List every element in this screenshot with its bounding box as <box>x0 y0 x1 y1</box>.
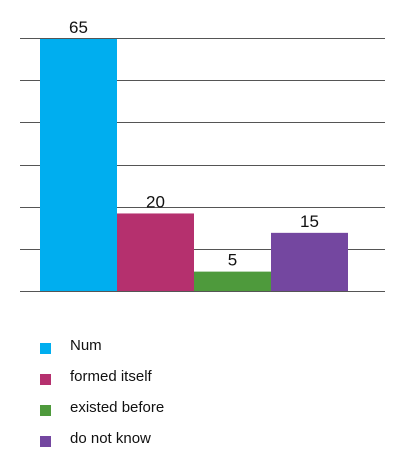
legend-item: Num <box>40 330 380 361</box>
bar-do-not-know <box>271 232 348 291</box>
legend-swatch <box>40 435 51 447</box>
legend-label: do not know <box>70 430 151 447</box>
data-label: 5 <box>228 251 237 270</box>
legend-label: existed before <box>70 399 165 416</box>
data-label: 20 <box>146 192 165 211</box>
data-label: 65 <box>69 18 88 37</box>
bar-chart: 65 20 5 15 <box>20 18 385 292</box>
chart-bars <box>40 39 348 291</box>
legend-swatch <box>40 404 51 416</box>
legend-item: do not know <box>40 423 380 454</box>
bar-num <box>40 39 117 291</box>
legend-label: formed itself <box>70 368 152 385</box>
legend-swatch <box>40 342 51 354</box>
chart-data-labels: 65 20 5 15 <box>69 18 319 270</box>
data-label: 15 <box>300 212 319 231</box>
bar-formed-itself <box>117 213 194 291</box>
legend-label: Num <box>70 337 102 354</box>
bar-existed-before <box>194 271 271 291</box>
legend-swatch <box>40 373 51 385</box>
chart-legend: Num formed itself existed before do not kno… <box>40 330 380 454</box>
legend-item: formed itself <box>40 361 380 392</box>
legend-item: existed before <box>40 392 380 423</box>
